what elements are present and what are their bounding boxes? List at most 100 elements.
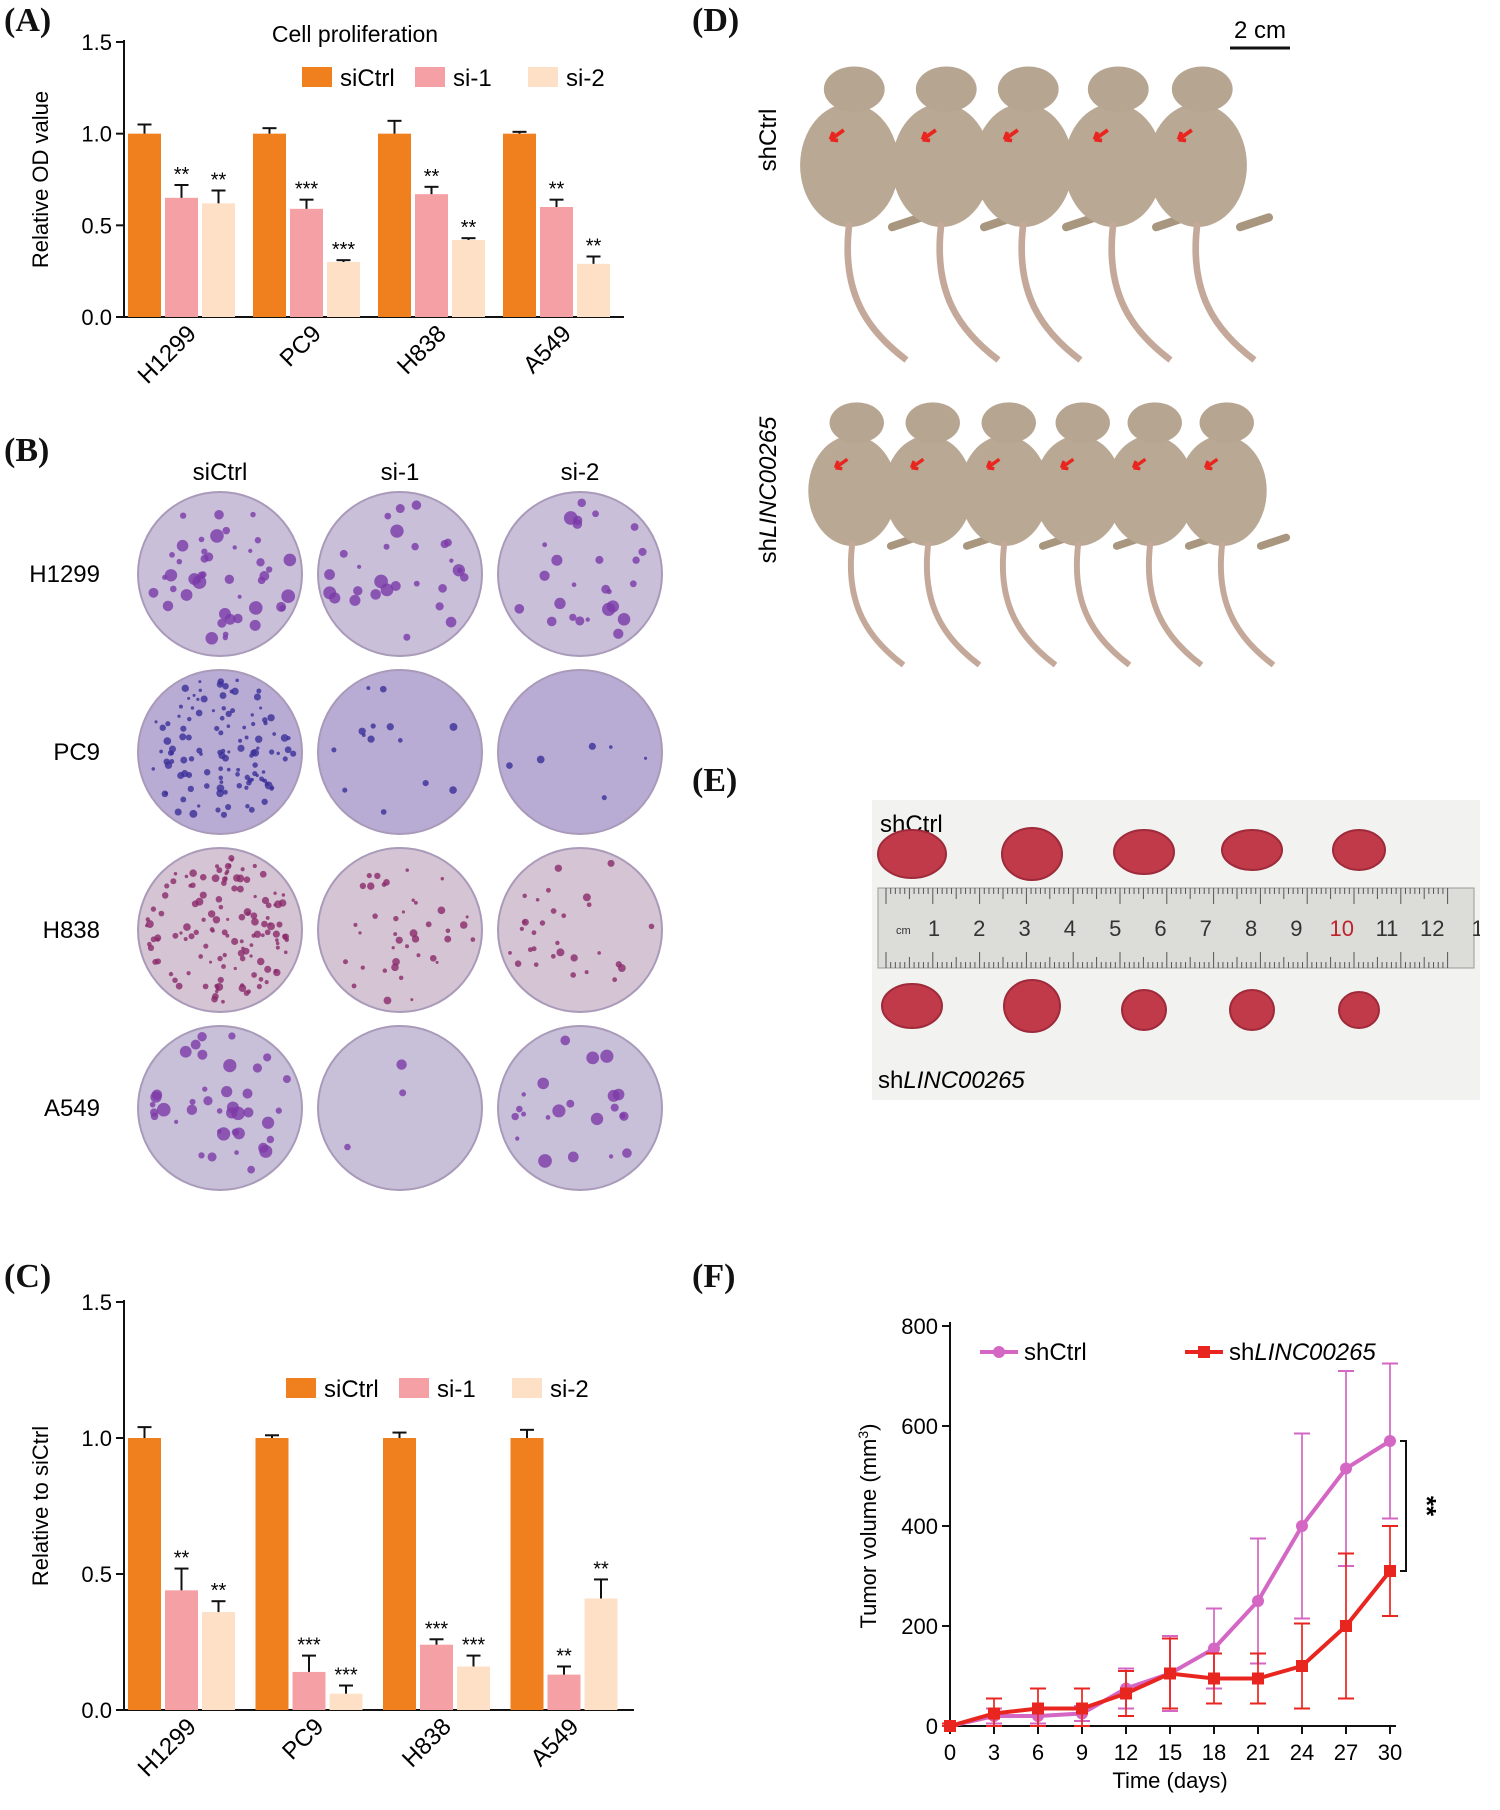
- colony-dot: [272, 732, 277, 736]
- colony-dot: [511, 1112, 519, 1121]
- colony-dot: [617, 964, 626, 972]
- colony-dot: [198, 536, 205, 543]
- colony-dot: [169, 758, 175, 764]
- panel-label-d: (D): [692, 2, 740, 39]
- colony-dot: [176, 539, 189, 552]
- data-point: [988, 1707, 1000, 1720]
- arrow-icon: [985, 457, 1001, 471]
- colony-dot: [222, 952, 227, 958]
- mouse-body: [1106, 435, 1195, 546]
- colony-dot: [610, 1103, 619, 1112]
- bar: [503, 133, 536, 317]
- arrow-icon: [909, 457, 925, 471]
- colony-dot: [275, 941, 280, 946]
- colony-dot: [234, 1150, 239, 1155]
- colony-dot: [370, 723, 376, 729]
- mouse-body: [1178, 435, 1267, 546]
- colony-dot: [230, 858, 234, 862]
- colony-dot: [180, 796, 187, 803]
- colony-dot: [284, 937, 290, 943]
- colony-dot: [196, 697, 200, 701]
- data-point: [944, 1720, 956, 1732]
- colony-dot: [366, 873, 372, 879]
- colony-dot: [216, 1108, 223, 1114]
- y-tick-label: 0.0: [81, 1698, 112, 1723]
- colony-dot: [201, 917, 206, 922]
- mouse: [808, 402, 921, 668]
- legend-swatch: [399, 1378, 429, 1398]
- colony-dot: [554, 597, 566, 610]
- colony-dot: [622, 1148, 632, 1158]
- colony-dot: [251, 748, 260, 757]
- colony-dot: [231, 1106, 245, 1121]
- colony-dot: [556, 948, 565, 957]
- colony-dot: [268, 922, 272, 926]
- ruler-number: 6: [1154, 916, 1166, 941]
- ruler-number: 4: [1064, 916, 1076, 941]
- bar: [415, 194, 448, 317]
- significance-label: ***: [295, 179, 319, 201]
- colony-dot: [370, 589, 381, 600]
- significance-label: **: [211, 1580, 227, 1602]
- bar: [584, 1598, 618, 1710]
- colony-dot: [226, 724, 231, 729]
- colony-dot: [351, 983, 357, 989]
- colony-dot: [204, 783, 210, 789]
- colony-dot: [238, 913, 246, 921]
- x-tick-label: 12: [1114, 1740, 1138, 1765]
- colony-dot: [177, 714, 181, 718]
- colony-dot: [264, 965, 272, 973]
- colony-dot: [247, 777, 253, 783]
- colony-dot: [449, 558, 454, 563]
- colony-dot: [265, 915, 270, 920]
- colony-dot: [186, 971, 191, 976]
- colony-dot: [617, 613, 631, 626]
- colony-dot: [227, 863, 232, 868]
- ruler-number: 8: [1245, 916, 1257, 941]
- colony-dot: [550, 908, 557, 914]
- colony-dot: [443, 538, 452, 547]
- colony-dot: [643, 756, 648, 760]
- colony-dot: [181, 684, 189, 693]
- colony-dot: [391, 963, 399, 972]
- colony-dot: [252, 863, 257, 869]
- mouse: [1178, 402, 1291, 668]
- ruler-number: 11: [1376, 916, 1399, 941]
- colony-dot: [261, 920, 268, 928]
- colony-dot: [253, 930, 262, 938]
- colony-dot: [214, 983, 219, 989]
- data-point: [1252, 1672, 1264, 1685]
- colony-dot: [586, 902, 592, 908]
- chart-title: Cell proliferation: [272, 21, 438, 47]
- colony-dot: [516, 1105, 523, 1113]
- colony-dot: [224, 574, 235, 584]
- colony-dot: [261, 770, 266, 774]
- colony-dot: [366, 686, 371, 691]
- colony-dot: [470, 937, 476, 942]
- col-label-sictrl: siCtrl: [193, 459, 248, 486]
- colony-dot: [210, 928, 215, 933]
- colony-dot: [391, 946, 395, 950]
- colony-dot: [249, 619, 261, 631]
- colony-dot: [215, 864, 220, 869]
- colony-dot: [231, 687, 239, 696]
- y-tick-label: 1.5: [81, 1290, 112, 1315]
- data-point: [1340, 1462, 1352, 1475]
- colony-dot: [440, 877, 445, 881]
- colony-dot: [405, 868, 409, 872]
- colony-dot: [259, 1144, 273, 1158]
- colony-dot: [281, 893, 286, 897]
- colony-dot: [459, 921, 468, 929]
- colony-dot: [560, 1035, 571, 1046]
- colony-dot: [280, 734, 289, 742]
- bar: [420, 1644, 453, 1710]
- colony-dot: [395, 936, 403, 944]
- significance-label: **: [1412, 1496, 1442, 1517]
- ruler-number: 1: [928, 916, 940, 941]
- tumor: [881, 983, 943, 1029]
- colony-dot: [245, 803, 250, 809]
- significance-label: **: [211, 170, 227, 192]
- colony-dot: [531, 946, 537, 952]
- colony-dot: [154, 720, 158, 724]
- colony-dot: [162, 600, 174, 612]
